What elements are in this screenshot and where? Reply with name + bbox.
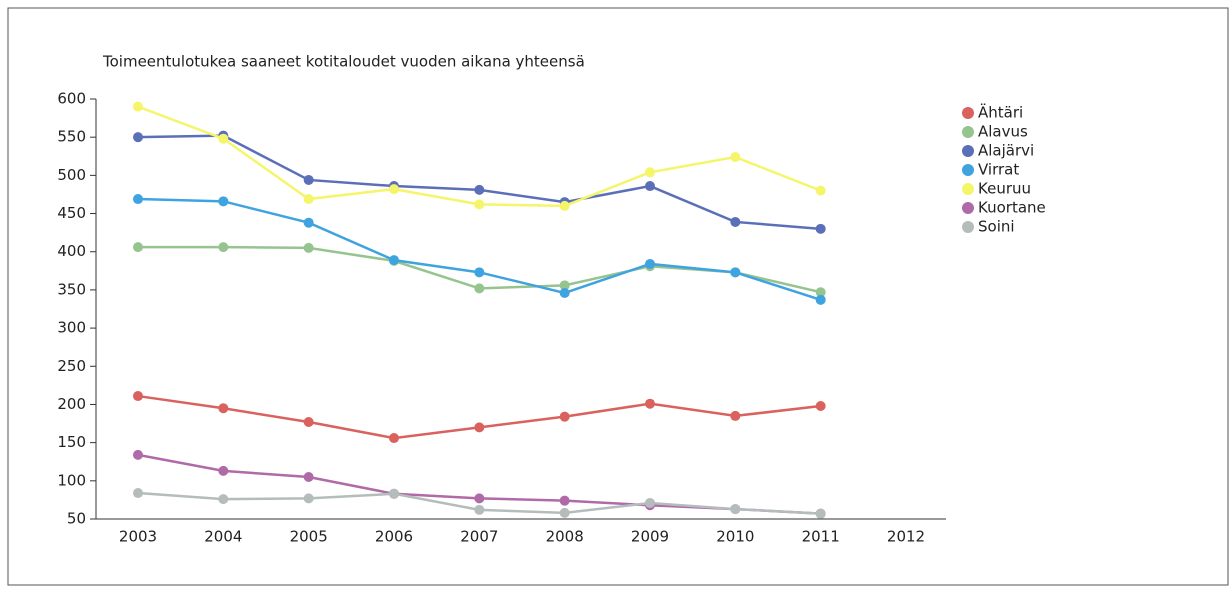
x-tick-label: 2003 [119,528,157,546]
legend-marker [962,126,974,138]
data-point [303,194,314,205]
legend-marker [962,164,974,176]
data-point [133,449,143,460]
legend-label: Alavus [978,123,1028,141]
data-point [389,433,399,444]
data-point [218,494,229,505]
y-tick-label: 450 [57,204,86,222]
data-point [133,242,143,253]
data-point [218,242,229,253]
data-point [133,101,143,112]
data-point [218,133,229,144]
data-point [645,181,655,192]
x-tick-label: 2010 [716,528,754,546]
x-tick-label: 2004 [204,528,242,546]
data-point [133,488,143,499]
data-point [474,422,485,433]
data-point [730,152,741,163]
data-point [303,417,314,428]
data-point [389,255,399,266]
data-point [815,294,826,305]
y-tick-label: 50 [67,510,86,528]
y-tick-label: 100 [57,471,86,489]
data-point [303,217,314,228]
data-point [474,267,485,278]
legend-marker [962,183,974,195]
y-tick-label: 200 [57,395,86,413]
data-point [133,391,143,402]
x-tick-label: 2005 [290,528,328,546]
legend-label: Kuortane [978,199,1046,217]
x-tick-label: 2006 [375,528,413,546]
y-tick-label: 250 [57,357,86,375]
legend-marker [962,145,974,157]
data-point [559,411,570,422]
data-point [730,216,741,227]
data-point [559,287,570,298]
data-point [303,493,314,504]
data-point [645,167,655,178]
frame [7,7,1229,586]
x-tick-label: 2011 [802,528,840,546]
data-point [645,258,655,269]
legend-marker [962,107,974,119]
data-point [645,398,655,409]
y-tick-label: 350 [57,280,86,298]
data-point [559,200,570,211]
data-point [389,184,399,195]
data-point [815,287,826,298]
x-tick-label: 2009 [631,528,669,546]
data-point [474,184,485,195]
data-point [559,507,570,518]
y-tick-label: 550 [57,128,86,146]
data-point [559,280,570,291]
data-point [218,465,229,476]
legend-label: Soini [978,218,1015,236]
legend-label: Ähtäri [978,103,1023,122]
legend-label: Alajärvi [978,142,1034,160]
chart-title: Toimeentulotukea saaneet kotitaloudet vu… [102,53,585,71]
x-tick-label: 2008 [546,528,584,546]
series-line [137,453,821,515]
legend-label: Virrat [978,161,1019,179]
x-tick-label: 2012 [887,528,925,546]
data-point [474,493,485,504]
y-tick-label: 600 [57,90,86,108]
data-point [815,185,826,196]
data-point [133,132,143,143]
data-point [218,196,229,207]
y-tick-label: 400 [57,242,86,260]
legend-label: Keuruu [978,180,1031,198]
legend-marker [962,221,974,233]
data-point [303,472,314,482]
y-tick-label: 150 [57,433,86,451]
legend-marker [962,202,974,214]
data-point [303,242,314,253]
data-point [133,194,143,205]
data-point [474,199,485,210]
data-point [730,504,741,515]
data-point [815,508,826,519]
data-point [815,223,826,234]
data-point [559,495,570,506]
data-point [815,400,826,411]
y-tick-label: 300 [57,319,86,337]
data-point [303,174,314,185]
y-tick-label: 500 [57,166,86,184]
data-point [730,410,741,421]
data-point [730,267,741,278]
data-point [474,504,485,515]
x-tick-label: 2007 [460,528,498,546]
data-point [218,403,229,414]
data-point [645,497,655,508]
data-point [474,283,485,294]
data-point [389,488,399,499]
